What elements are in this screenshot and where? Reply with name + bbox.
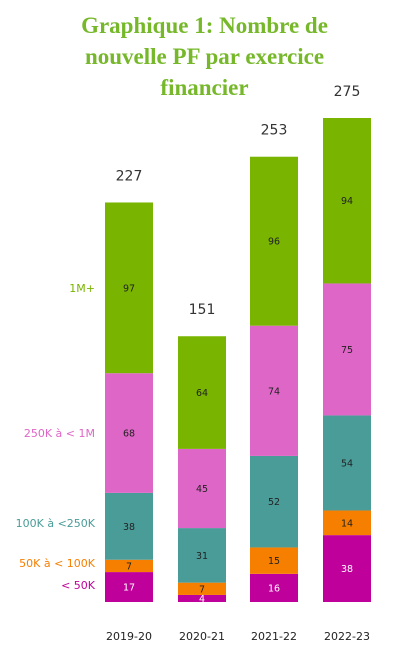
data-label: 4 — [199, 594, 205, 605]
bar-segment-50k-2020-21 — [178, 594, 226, 602]
bar-segment-1m-2020-21 — [178, 336, 226, 449]
data-label: 97 — [123, 283, 135, 294]
legend-label-50k: < 50K — [61, 579, 96, 592]
bar-segment-50k-100k-2019-20 — [105, 559, 153, 573]
chart-title-line-1: Graphique 1: Nombre de — [81, 13, 328, 38]
bar-segment-50k-2019-20 — [105, 572, 153, 602]
data-label: 14 — [341, 518, 353, 529]
x-tick-label: 2020-21 — [179, 630, 225, 643]
data-label: 52 — [268, 497, 280, 508]
bar-segment-100k-250k-2020-21 — [178, 528, 226, 583]
data-label: 54 — [341, 458, 353, 469]
data-label: 17 — [123, 583, 135, 594]
total-label: 275 — [334, 84, 361, 100]
data-label: 45 — [196, 484, 208, 495]
bar-segment-1m-2021-22 — [250, 156, 298, 326]
bar-segment-100k-250k-2019-20 — [105, 492, 153, 560]
data-label: 38 — [341, 564, 353, 575]
data-label: 74 — [268, 386, 280, 397]
x-tick-label: 2022-23 — [324, 630, 370, 643]
data-label: 7 — [199, 584, 205, 595]
chart-title: Graphique 1: Nombre de nouvelle PF par e… — [0, 10, 409, 103]
chart-title-line-3: financier — [160, 75, 249, 100]
bar-segment-100k-250k-2022-23 — [323, 415, 371, 511]
bar-segment-250k-1m-2019-20 — [105, 373, 153, 493]
legend-label-100k-250k: 100K à <250K — [16, 517, 96, 530]
legend-label-1m: 1M+ — [69, 282, 95, 295]
bar-segment-50k-100k-2021-22 — [250, 547, 298, 574]
chart-title-line-2: nouvelle PF par exercice — [84, 44, 325, 69]
data-label: 64 — [196, 388, 208, 399]
bar-segment-50k-100k-2020-21 — [178, 582, 226, 595]
x-tick-label: 2021-22 — [251, 630, 297, 643]
total-label: 227 — [116, 168, 143, 184]
data-label: 75 — [341, 345, 353, 356]
bar-segment-250k-1m-2021-22 — [250, 325, 298, 456]
bar-segment-100k-250k-2021-22 — [250, 455, 298, 548]
legend-label-50k-100k: 50K à < 100K — [19, 557, 96, 570]
bar-segment-50k-2022-23 — [323, 535, 371, 602]
bar-segment-50k-100k-2022-23 — [323, 510, 371, 536]
data-label: 7 — [126, 561, 132, 572]
data-label: 31 — [196, 551, 208, 562]
total-label: 253 — [261, 123, 288, 139]
bar-segment-50k-2021-22 — [250, 573, 298, 602]
data-label: 96 — [268, 237, 280, 248]
bar-segment-1m-2022-23 — [323, 118, 371, 284]
bar-segment-250k-1m-2020-21 — [178, 448, 226, 529]
data-label: 38 — [123, 522, 135, 533]
data-label: 94 — [341, 196, 353, 207]
data-label: 68 — [123, 429, 135, 440]
total-label: 151 — [189, 302, 216, 318]
x-tick-label: 2019-20 — [106, 630, 152, 643]
bar-segment-1m-2019-20 — [105, 202, 153, 374]
data-label: 15 — [268, 556, 280, 567]
bar-segment-250k-1m-2022-23 — [323, 283, 371, 416]
data-label: 16 — [268, 583, 280, 594]
legend-label-250k-1m: 250K à < 1M — [24, 427, 95, 440]
